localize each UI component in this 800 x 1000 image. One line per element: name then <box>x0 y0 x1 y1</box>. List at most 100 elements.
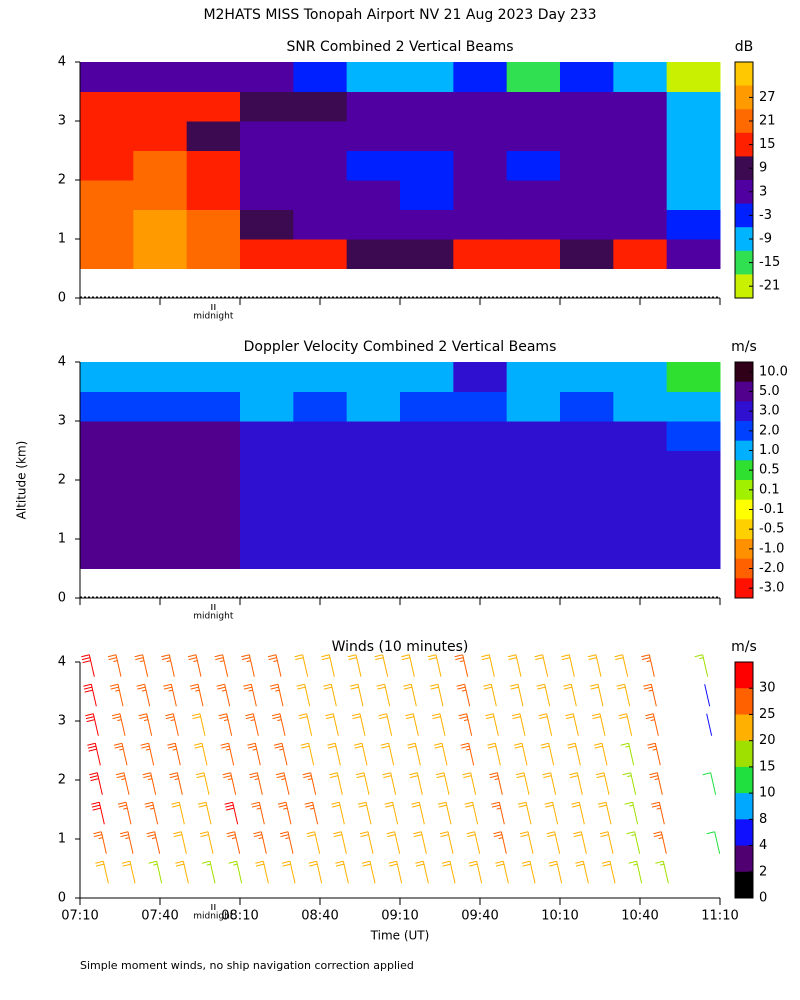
x-tick-label: 10:10 <box>541 909 578 924</box>
heatmap-cell <box>80 362 134 392</box>
colorbar-swatch <box>735 381 753 402</box>
wind-barb <box>187 654 202 677</box>
heatmap-cell <box>133 121 188 151</box>
wind-barb <box>216 683 231 707</box>
colorbar-unit: m/s <box>731 639 757 655</box>
y-tick-label: 3 <box>58 414 66 429</box>
wind-barb <box>249 772 263 795</box>
wind-barb <box>134 654 149 677</box>
wind-barb <box>521 860 536 884</box>
x-tick-label: 07:40 <box>141 909 178 924</box>
wind-barb <box>121 860 136 884</box>
heatmap-cell <box>293 450 348 481</box>
wind-barb <box>411 801 425 825</box>
heatmap-cell <box>293 362 348 392</box>
heatmap-cell <box>240 180 294 210</box>
wind-barb <box>591 713 606 736</box>
wind-barb <box>81 654 95 677</box>
heatmap-cell <box>133 450 188 481</box>
heatmap-cell <box>186 121 241 151</box>
x-axis-label: Time (UT) <box>370 929 430 943</box>
colorbar-swatch <box>735 871 753 899</box>
colorbar-swatch <box>735 662 753 689</box>
colorbar-tick-label: 10 <box>759 786 776 801</box>
heatmap-cell <box>506 539 561 569</box>
wind-barb <box>704 684 711 707</box>
heatmap-cell <box>346 362 401 392</box>
wind-barb <box>224 801 239 825</box>
heatmap-cell <box>133 362 188 392</box>
wind-barb <box>308 860 323 884</box>
wind-barb <box>653 831 667 854</box>
wind-barb <box>376 683 391 707</box>
heatmap-cell <box>613 62 668 92</box>
wind-barb <box>386 831 401 854</box>
heatmap-cell <box>613 450 668 481</box>
wind-barb <box>439 831 454 854</box>
wind-barb <box>111 713 126 736</box>
heatmap-cell <box>293 480 348 510</box>
heatmap-cell <box>133 209 188 240</box>
wind-barb <box>329 772 343 795</box>
heatmap-cell <box>400 391 454 422</box>
colorbar-swatch <box>735 156 753 181</box>
x-tick-label: 07:10 <box>61 909 98 924</box>
colorbar-tick-label: 0 <box>759 891 767 906</box>
wind-barb <box>117 801 132 825</box>
heatmap-cell <box>133 480 188 510</box>
heatmap-cell <box>293 421 348 451</box>
wind-barb <box>171 801 185 825</box>
wind-barb <box>87 742 101 766</box>
wind-barb <box>649 772 663 795</box>
wind-barb <box>409 772 423 795</box>
wind-barb <box>626 831 641 854</box>
wind-barb <box>136 683 151 707</box>
wind-barb <box>702 772 717 795</box>
heatmap-cell <box>80 239 134 269</box>
wind-barb <box>655 860 669 884</box>
heatmap-cell <box>453 362 508 392</box>
heatmap-cell <box>400 362 454 392</box>
wind-barb <box>575 860 589 884</box>
wind-barb <box>222 772 237 795</box>
heatmap-cell <box>666 391 721 422</box>
colorbar-frame <box>734 61 754 299</box>
heatmap-cell <box>560 209 614 240</box>
wind-barb <box>347 654 362 677</box>
heatmap-cell <box>453 539 508 569</box>
wind-barb <box>429 683 444 707</box>
wind-barb <box>597 801 612 825</box>
colorbar-swatch <box>735 845 753 873</box>
wind-barb <box>245 713 259 736</box>
wind-barb <box>279 831 294 854</box>
wind-barb <box>167 742 181 766</box>
colorbar-tick-label: 10.0 <box>759 364 788 379</box>
wind-barb <box>331 801 345 825</box>
wind-barb <box>251 801 265 825</box>
heatmap-cell <box>560 421 614 451</box>
wind-barb <box>493 831 507 854</box>
heatmap-cell <box>453 450 508 481</box>
wind-barb <box>333 831 347 854</box>
wind-barb <box>643 683 657 707</box>
heatmap-cell <box>293 239 348 269</box>
wind-barb <box>624 801 639 825</box>
heatmap-cell <box>133 180 188 210</box>
heatmap-cell <box>453 121 508 151</box>
panel-title: SNR Combined 2 Vertical Beams <box>286 39 513 55</box>
colorbar-tick-label: 4 <box>759 838 767 853</box>
wind-barb <box>464 801 479 825</box>
heatmap-cell <box>80 539 134 569</box>
colorbar-tick-label: -15 <box>759 255 780 270</box>
wind-barb <box>435 772 450 795</box>
midnight-label: midnight <box>193 612 234 622</box>
colorbar-tick-label: -9 <box>759 232 772 247</box>
wind-barb <box>138 713 153 736</box>
heatmap-cell <box>133 421 188 451</box>
wind-barb <box>253 831 267 854</box>
wind-barb <box>431 713 446 736</box>
heatmap-cell <box>240 209 294 240</box>
y-tick-label: 3 <box>58 114 66 129</box>
wind-barb <box>119 831 134 854</box>
wind-barb <box>567 742 581 766</box>
